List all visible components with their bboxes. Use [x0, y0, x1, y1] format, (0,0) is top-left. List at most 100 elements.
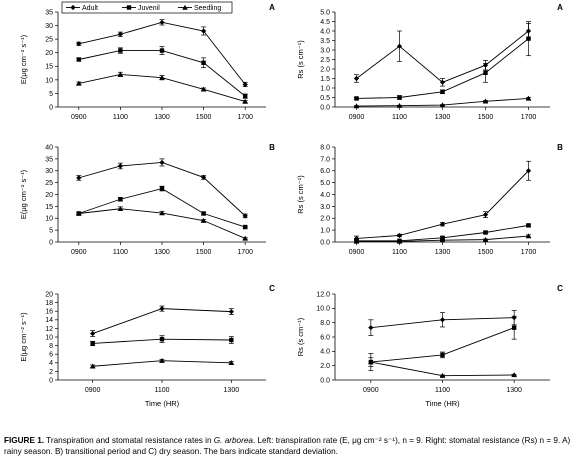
data-point	[76, 175, 82, 181]
x-tick-label: 1100	[113, 114, 128, 121]
y-tick-label: 0.5	[320, 95, 330, 102]
data-point	[76, 80, 82, 86]
y-tick-label: 10	[45, 77, 53, 84]
data-point	[76, 41, 82, 47]
legend-box	[61, 1, 233, 14]
y-tick-label: 20	[45, 50, 53, 57]
y-tick-label: 15	[45, 64, 53, 71]
data-point	[201, 60, 206, 65]
series-line	[356, 170, 529, 239]
y-tick-label: 30	[45, 168, 53, 175]
y-axis-title: Rs (s cm⁻¹)	[296, 175, 305, 214]
data-point	[511, 325, 517, 330]
y-tick-label: 16	[45, 309, 53, 316]
data-point	[439, 317, 446, 323]
series-adult	[76, 19, 248, 88]
panel-B-left: 0 5 10 15 20 25 30 35 40 0900 1100 1300 1500 1700 E(μg…	[19, 143, 275, 256]
caption-label: FIGURE 1.	[4, 436, 45, 445]
data-point	[439, 102, 446, 108]
caption-text-2: . Left: transpiration rate (E, μg cm⁻² s…	[4, 436, 571, 456]
data-point	[482, 98, 489, 104]
data-point	[396, 232, 403, 239]
legend: Adult Juvenil Seedling	[61, 1, 233, 14]
data-point	[397, 95, 402, 100]
data-point	[201, 28, 207, 34]
data-point	[243, 93, 248, 99]
y-tick-label: 6.0	[320, 334, 330, 341]
series-line	[78, 188, 246, 228]
data-point	[396, 43, 403, 49]
data-point	[159, 306, 165, 312]
x-tick-label: 1300	[224, 387, 240, 394]
y-tick-label: 2.0	[320, 66, 330, 73]
data-point	[482, 236, 489, 242]
x-tick-label: 1100	[113, 249, 128, 256]
x-tick-label: 1100	[154, 387, 169, 394]
x-tick-label: 1700	[521, 249, 537, 256]
y-tick-label: 8.0	[320, 320, 330, 327]
data-point	[368, 325, 374, 331]
series-line	[356, 30, 529, 83]
x-tick-label: 0900	[363, 387, 379, 394]
x-tick-label: 1300	[435, 114, 451, 121]
data-point	[159, 159, 165, 166]
data-point	[525, 95, 532, 101]
data-point	[354, 96, 359, 101]
panel-C-right: 0.0 2.0 4.0 6.0 8.0 10.0 12.0 0900 1100 1300 Rs (s…	[296, 284, 563, 408]
x-tick-label: 1100	[435, 387, 450, 394]
legend-entry: Adult	[82, 5, 98, 12]
y-tick-label: 10	[45, 334, 53, 341]
y-tick-label: 1.0	[320, 228, 330, 235]
data-point	[242, 235, 248, 241]
y-axis-title: Rs (s cm⁻¹)	[296, 40, 305, 79]
x-tick-label: 1300	[506, 387, 522, 394]
y-axis-title: E(μg cm⁻² s⁻¹)	[19, 169, 28, 219]
x-axis-title: Time (HR)	[425, 399, 460, 408]
y-tick-label: 30	[45, 23, 53, 30]
legend-marker	[182, 4, 188, 10]
data-point	[242, 98, 248, 104]
series-line	[78, 50, 246, 97]
series-juvenil	[76, 46, 248, 99]
data-point	[439, 221, 446, 227]
y-tick-label: 3.0	[320, 204, 330, 211]
panel-label: A	[557, 3, 563, 12]
y-tick-label: 12	[45, 326, 53, 333]
data-point	[228, 309, 234, 315]
y-tick-label: 4.5	[320, 19, 330, 26]
data-point	[440, 352, 445, 358]
x-tick-label: 1300	[154, 249, 170, 256]
panel-label: A	[269, 3, 275, 12]
data-point	[439, 372, 446, 378]
y-tick-label: 3.0	[320, 47, 330, 54]
panel-label: B	[269, 143, 275, 152]
y-tick-label: 2.0	[320, 216, 330, 223]
data-point	[159, 357, 165, 363]
data-point	[90, 330, 96, 337]
y-tick-label: 5	[49, 91, 53, 98]
x-tick-label: 1100	[392, 249, 407, 256]
data-point	[439, 237, 446, 243]
y-tick-label: 5.0	[320, 9, 330, 16]
y-tick-label: 6.0	[320, 168, 330, 175]
legend-marker	[126, 5, 132, 10]
y-tick-label: 40	[45, 144, 53, 151]
y-tick-label: 4	[49, 360, 53, 367]
data-point	[159, 336, 165, 342]
data-point	[229, 337, 234, 343]
y-tick-label: 1.0	[320, 85, 330, 92]
data-point	[201, 211, 206, 216]
series-line	[92, 308, 232, 334]
x-tick-label: 1700	[237, 114, 253, 121]
series-juvenil	[90, 335, 234, 346]
x-tick-label: 0900	[349, 114, 365, 121]
y-tick-label: 35	[45, 156, 53, 163]
data-point	[440, 89, 445, 94]
y-tick-label: 2.0	[320, 363, 330, 370]
data-point	[525, 168, 532, 174]
data-point	[117, 31, 123, 37]
caption-text-1: Transpiration and stomatal resistance ra…	[44, 436, 214, 445]
y-tick-label: 2	[49, 369, 53, 376]
y-tick-label: 0	[49, 239, 53, 246]
panel-label: C	[557, 284, 563, 293]
